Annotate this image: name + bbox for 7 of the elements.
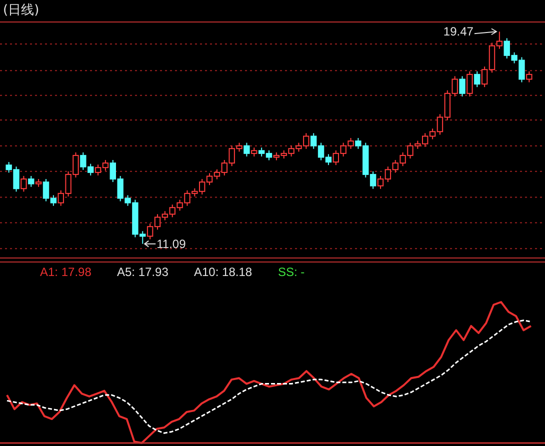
text: A10: 18.18 xyxy=(194,265,252,279)
chart-title: (日线) xyxy=(3,3,40,18)
text: SS: - xyxy=(278,265,305,279)
text: A5: 17.93 xyxy=(117,265,169,279)
annotation: 19.47 xyxy=(443,24,474,39)
text: A1: 17.98 xyxy=(40,265,92,279)
annotation: 11.09 xyxy=(156,236,186,251)
